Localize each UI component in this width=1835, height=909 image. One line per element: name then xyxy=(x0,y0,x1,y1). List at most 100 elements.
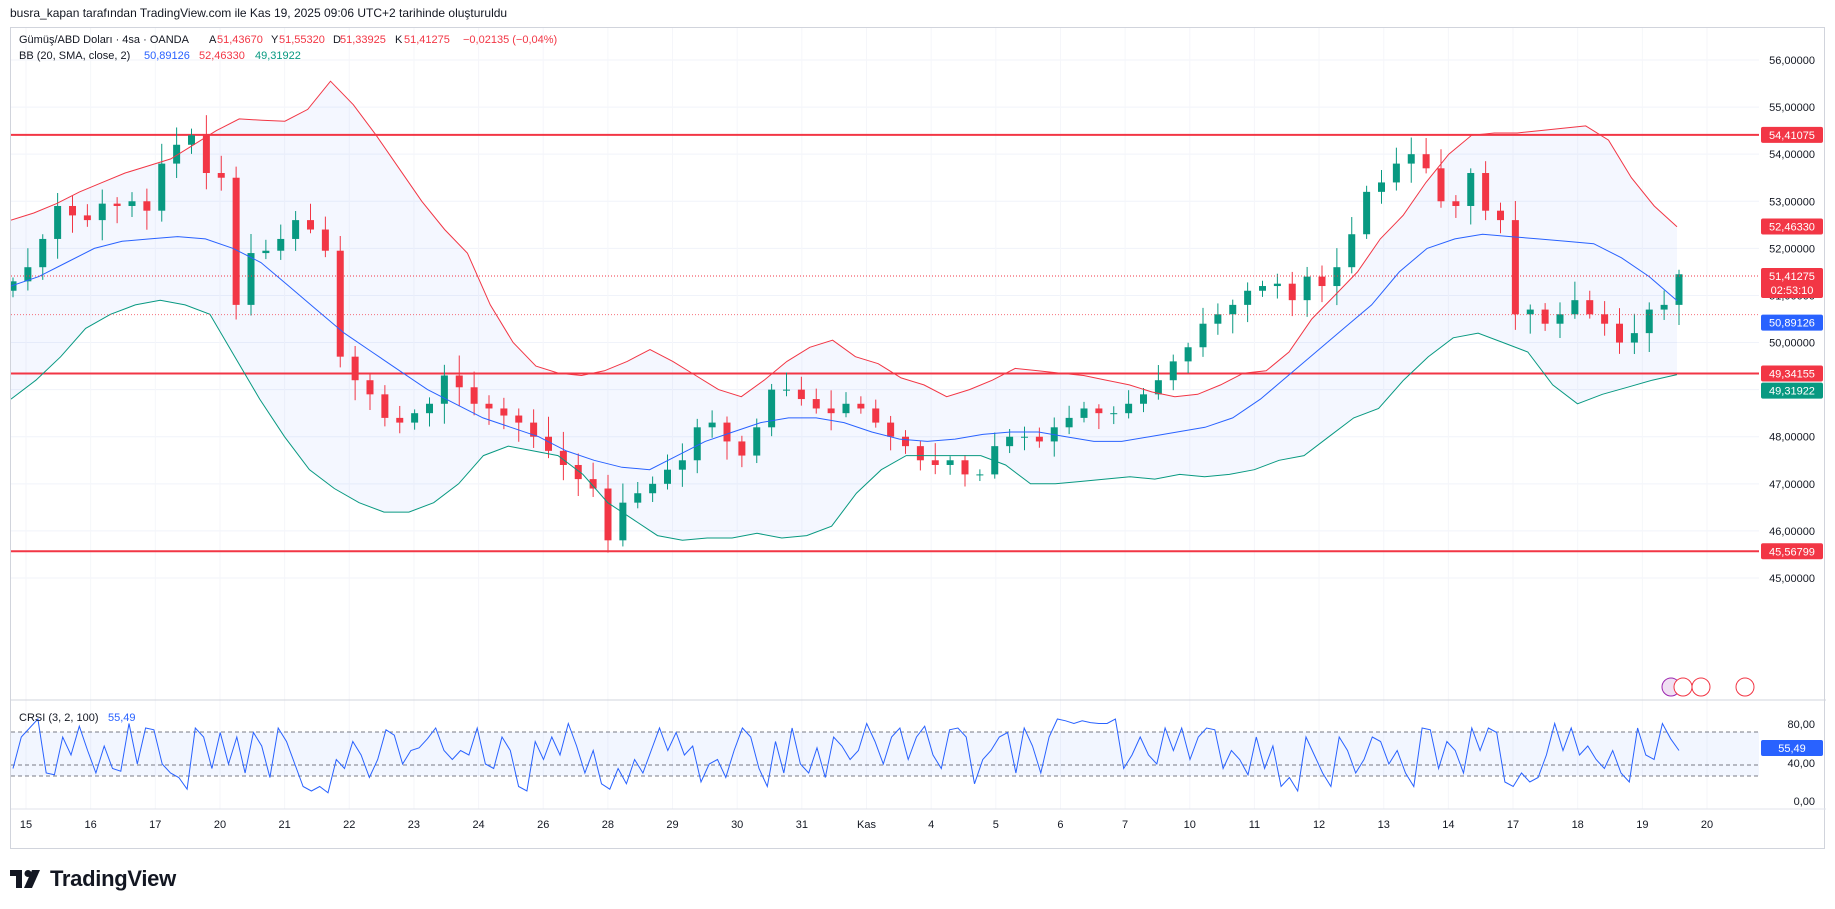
legend-close-label: K xyxy=(395,34,403,46)
candle-body xyxy=(426,403,433,414)
candle-body xyxy=(1497,210,1504,221)
candle-body xyxy=(916,446,924,461)
candle-body xyxy=(158,163,166,211)
time-tick-label: 17 xyxy=(1507,819,1519,831)
candle-body xyxy=(188,135,195,145)
candle-body xyxy=(738,441,746,456)
candle-body xyxy=(1244,290,1252,305)
time-tick-label: 23 xyxy=(408,819,420,831)
time-tick-label: 13 xyxy=(1378,819,1390,831)
candle-body xyxy=(173,144,181,164)
level-price-tag: 54,41075 xyxy=(1769,130,1815,142)
candle-body xyxy=(128,201,136,206)
candle-body xyxy=(411,413,419,423)
bb-upper-price-tag: 52,46330 xyxy=(1769,222,1815,234)
candle-body xyxy=(366,380,374,395)
candle-body xyxy=(1006,436,1014,447)
crsi-tick-label: 40,00 xyxy=(1787,758,1815,770)
chart-legend: Gümüş/ABD Doları · 4sa · OANDA A 51,4367… xyxy=(19,34,557,724)
candle-body xyxy=(634,493,642,503)
candle-body xyxy=(202,135,210,174)
bb-lower-price-tag-bg xyxy=(1761,382,1823,399)
candle-body xyxy=(1259,286,1266,291)
price-tick-label: 48,00000 xyxy=(1769,432,1815,444)
candle-body xyxy=(604,488,612,541)
crsi-axis: 0,00 40,00 80,00 55,49 xyxy=(1761,719,1823,808)
candle-body xyxy=(976,474,984,476)
time-tick-label: 22 xyxy=(343,819,355,831)
crsi-line xyxy=(12,717,1680,794)
tradingview-logo[interactable]: TradingView xyxy=(10,866,176,892)
candle-body xyxy=(113,203,121,206)
flag-icon-1 xyxy=(1673,677,1693,697)
candle-body xyxy=(678,460,686,470)
candle-body xyxy=(262,250,270,254)
candle-body xyxy=(69,205,76,216)
candle-body xyxy=(961,460,969,475)
time-tick-label: 10 xyxy=(1184,819,1196,831)
price-tick-label: 55,00000 xyxy=(1769,102,1815,114)
time-tick-label: 24 xyxy=(472,819,484,831)
candle-body xyxy=(872,408,880,423)
time-tick-label: 6 xyxy=(1057,819,1063,831)
time-tick-label: 29 xyxy=(666,819,678,831)
price-tags: 54,41075 49,34155 45,56799 52,46330 51,41275… xyxy=(1761,126,1823,560)
candle-body xyxy=(292,220,300,239)
candle-body xyxy=(991,446,999,475)
legend-open: 51,43670 xyxy=(217,34,263,46)
level-price-tag-bg xyxy=(1761,365,1823,382)
chart-panel[interactable]: 45,0000046,0000047,0000048,0000049,00000… xyxy=(9,27,1826,850)
crsi-band-fill xyxy=(11,732,1759,776)
bb-basis-price-tag: 50,89126 xyxy=(1769,318,1815,330)
candle-body xyxy=(1318,276,1326,287)
price-axis: 45,0000046,0000047,0000048,0000049,00000… xyxy=(1769,55,1815,585)
candle-body xyxy=(1229,304,1237,315)
bb-lower-price-tag: 49,31922 xyxy=(1769,386,1815,398)
candle-body xyxy=(887,422,895,437)
candle-body xyxy=(9,281,17,291)
price-tick-label: 50,00000 xyxy=(1769,338,1815,350)
current-price-tag-bg xyxy=(1761,268,1823,299)
chart-canvas[interactable]: 45,0000046,0000047,0000048,0000049,00000… xyxy=(9,28,1826,850)
crsi-tick-label: 80,00 xyxy=(1787,719,1815,731)
price-tick-label: 47,00000 xyxy=(1769,479,1815,491)
candle-body xyxy=(54,205,62,239)
candle-body xyxy=(1154,380,1162,395)
price-tick-label: 56,00000 xyxy=(1769,55,1815,67)
candle-body xyxy=(1333,267,1341,287)
candle-body xyxy=(768,389,776,428)
candle-body xyxy=(902,436,909,447)
bb-legend-basis: 50,89126 xyxy=(144,50,190,62)
level-price-tag: 45,56799 xyxy=(1769,546,1815,558)
candle-body xyxy=(1541,309,1549,324)
candle-body xyxy=(440,375,448,404)
candle-body xyxy=(649,483,657,494)
tradingview-logo-icon xyxy=(10,870,40,888)
candle-body xyxy=(1169,361,1177,381)
tradingview-logo-text: TradingView xyxy=(50,866,176,891)
flag-icon-2 xyxy=(1691,677,1711,697)
time-tick-label: 7 xyxy=(1122,819,1128,831)
time-tick-label: 16 xyxy=(85,819,97,831)
candle-body xyxy=(574,464,582,480)
candle-body xyxy=(1482,173,1490,211)
candle-body xyxy=(1526,309,1534,315)
time-tick-label: 26 xyxy=(537,819,549,831)
candle-body xyxy=(307,220,314,230)
candle-body xyxy=(1273,283,1281,287)
candle-body xyxy=(797,389,805,400)
price-tick-label: 46,00000 xyxy=(1769,526,1815,538)
candle-body xyxy=(1616,323,1623,343)
candle-body xyxy=(247,253,255,305)
time-axis: 15 16 17 20 21 22 23 24 26 28 29 30 31 Kas 4 5 6 7 10 11 12 1… xyxy=(20,819,1713,831)
crsi-value-tag-bg xyxy=(1761,740,1823,756)
candle-body xyxy=(530,422,538,437)
legend-low: 51,33925 xyxy=(340,34,386,46)
candle-body xyxy=(1452,201,1460,206)
time-tick-label: Kas xyxy=(857,819,876,831)
level-price-tag: 49,34155 xyxy=(1769,369,1815,381)
time-tick-label: 15 xyxy=(20,819,32,831)
legend-symbol: Gümüş/ABD Doları · 4sa · OANDA xyxy=(19,34,190,46)
candle-body xyxy=(98,203,106,221)
candle-body xyxy=(1348,234,1356,268)
